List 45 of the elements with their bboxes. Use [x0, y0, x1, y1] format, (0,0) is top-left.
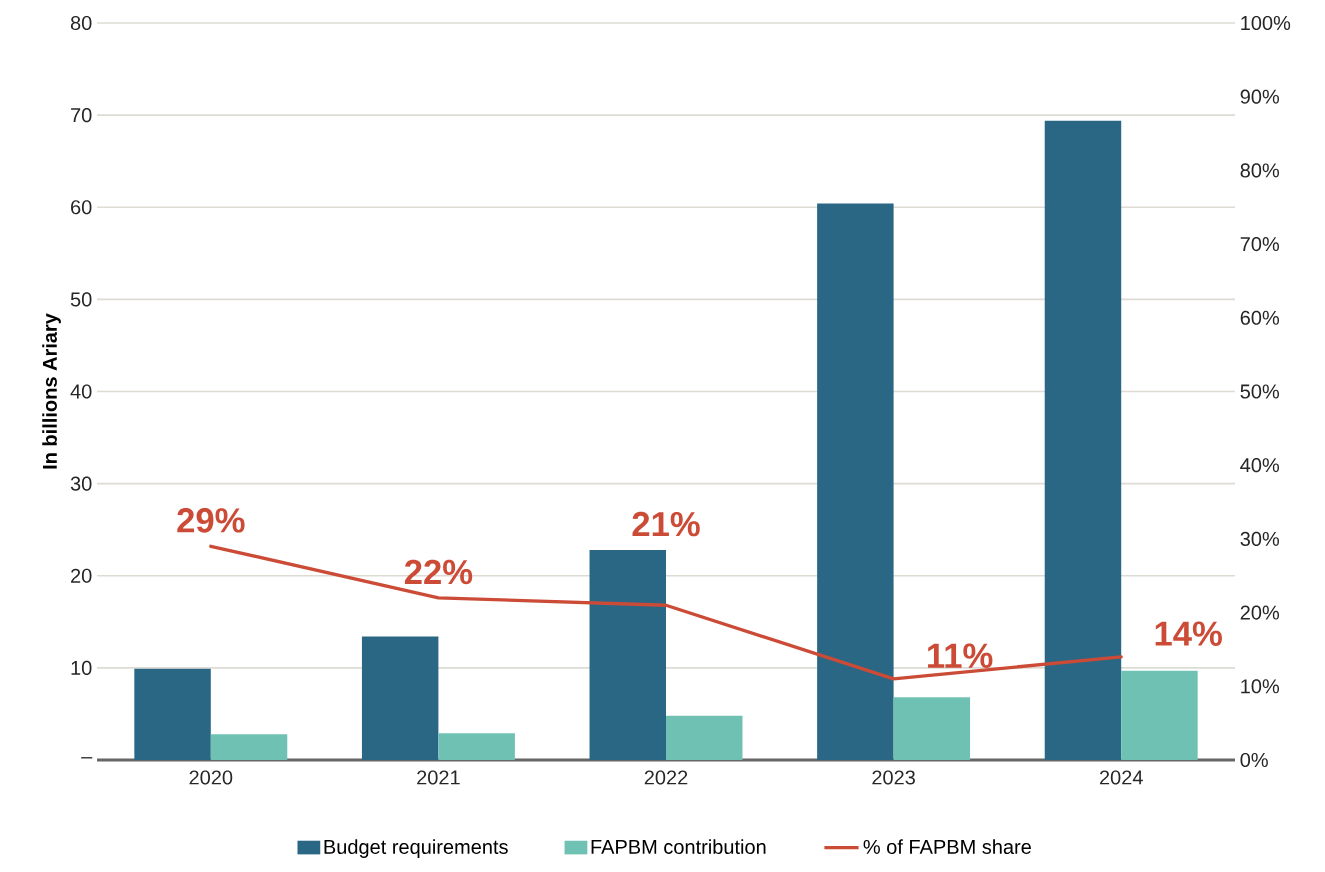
y-tick-label: 30	[70, 476, 92, 491]
bar	[893, 697, 971, 760]
y2-tick-label: 40%	[1240, 458, 1280, 473]
bar	[817, 203, 894, 760]
x-tick-label: 2022	[644, 770, 688, 785]
y2-tick-label: 80%	[1240, 163, 1280, 178]
bar	[134, 668, 211, 760]
bar	[1044, 120, 1122, 760]
y-tick-label: 70	[71, 108, 92, 123]
y2-tick-label: 30%	[1240, 531, 1280, 546]
y-tick-label: 20	[71, 568, 92, 583]
x-tick-label: 2020	[189, 770, 233, 785]
bar	[589, 549, 666, 760]
bar	[361, 636, 439, 760]
y2-tick-label: 60%	[1240, 310, 1280, 325]
y-tick-label: 10	[71, 660, 92, 675]
line-series	[209, 544, 1123, 681]
data-label: 21%	[632, 511, 700, 537]
data-label: 11%	[928, 643, 993, 668]
x-tick-label: 2021	[417, 770, 460, 785]
y-tick-label: 40	[70, 384, 92, 399]
y2-tick-label: 50%	[1240, 384, 1280, 399]
y2-tick-label: 70%	[1240, 237, 1280, 252]
data-label: 29%	[177, 508, 245, 533]
y-tick-label: 60	[71, 200, 92, 215]
y2-tick-label: 90%	[1240, 89, 1280, 104]
legend-label: % of FAPBM share	[863, 839, 1031, 854]
y-axis-title: In billions Ariary	[42, 313, 61, 469]
bar	[1121, 670, 1198, 760]
data-label: 22%	[404, 559, 473, 585]
bar	[438, 733, 515, 760]
bar	[210, 734, 288, 760]
y2-tick-label: 10%	[1241, 679, 1280, 694]
y-tick-label: –	[81, 757, 93, 759]
bar	[666, 715, 743, 760]
x-tick-label: 2024	[1099, 770, 1143, 785]
x-tick-label: 2023	[872, 770, 915, 785]
legend-label: FAPBM contribution	[591, 839, 766, 854]
y-tick-label: 80	[70, 15, 92, 31]
y-tick-label: 50	[70, 292, 92, 307]
legend-label: Budget requirements	[324, 839, 508, 858]
y2-tick-label: 0%	[1240, 752, 1268, 768]
y2-tick-label: 100%	[1241, 15, 1291, 31]
y2-tick-label: 20%	[1240, 605, 1280, 620]
data-label: 14%	[1155, 621, 1222, 646]
